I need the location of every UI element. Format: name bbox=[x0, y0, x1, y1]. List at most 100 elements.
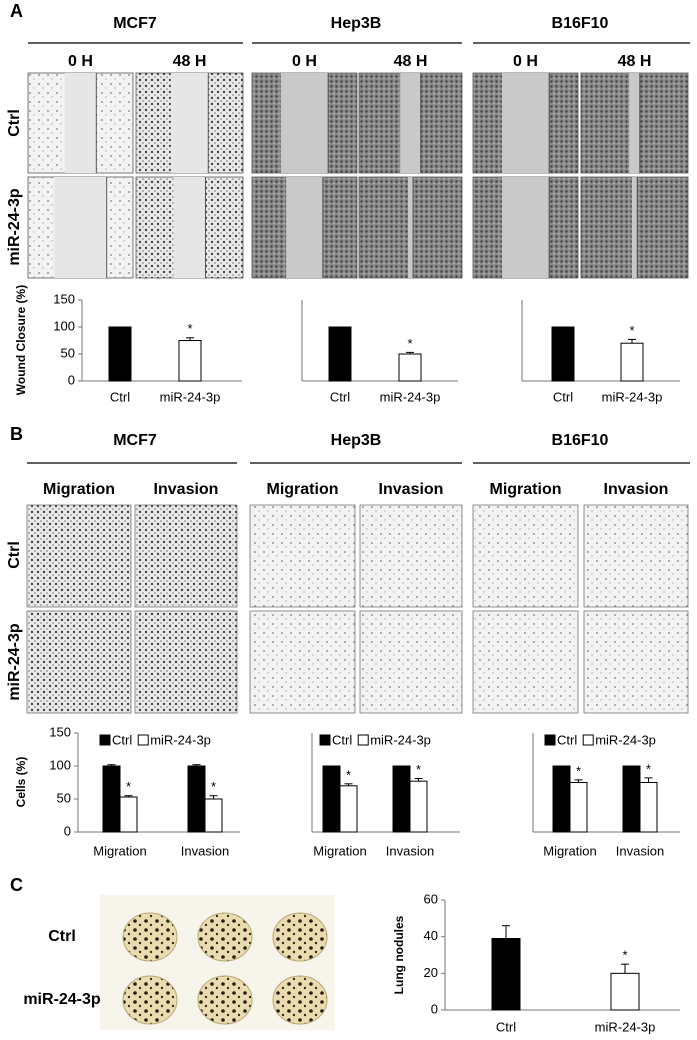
timepoint-label: 48 H bbox=[618, 53, 652, 70]
micrograph bbox=[249, 610, 356, 714]
bar bbox=[398, 353, 422, 382]
bar bbox=[551, 326, 575, 382]
bar bbox=[102, 765, 121, 833]
row-label: miR-24-3p bbox=[6, 623, 23, 701]
y-tick-label: 0 bbox=[64, 823, 71, 838]
x-tick-label: miR-24-3p bbox=[602, 389, 663, 404]
x-tick-label: Migration bbox=[313, 843, 366, 858]
y-axis-label: Lung nodules bbox=[392, 915, 406, 994]
bar bbox=[639, 782, 658, 833]
significance-marker: * bbox=[211, 779, 216, 794]
x-tick-label: Invasion bbox=[181, 843, 229, 858]
bar bbox=[204, 798, 223, 833]
significance-marker: * bbox=[629, 323, 634, 338]
row-label: Ctrl bbox=[6, 109, 23, 137]
x-tick-label: Migration bbox=[93, 843, 146, 858]
bar bbox=[610, 972, 640, 1011]
panel-label: B bbox=[10, 424, 23, 444]
y-tick-label: 100 bbox=[49, 757, 71, 772]
timepoint-label: 0 H bbox=[292, 53, 317, 70]
legend-label: miR-24-3p bbox=[370, 732, 431, 747]
bar bbox=[569, 782, 588, 833]
cell-line-header: MCF7 bbox=[113, 432, 157, 449]
significance-marker: * bbox=[187, 321, 192, 336]
micrograph bbox=[134, 610, 238, 714]
wound-gap bbox=[286, 177, 323, 278]
x-tick-label: Migration bbox=[543, 843, 596, 858]
significance-marker: * bbox=[407, 336, 412, 351]
legend-swatch bbox=[582, 734, 594, 746]
wound-gap bbox=[501, 177, 550, 278]
row-label: miR-24-3p bbox=[6, 188, 23, 266]
x-tick-label: miR-24-3p bbox=[380, 389, 441, 404]
row-label: Ctrl bbox=[48, 928, 76, 945]
column-label: Migration bbox=[267, 481, 339, 498]
column-label: Invasion bbox=[604, 481, 669, 498]
x-tick-label: Invasion bbox=[616, 843, 664, 858]
panel-label: C bbox=[10, 875, 23, 895]
wound-gap bbox=[400, 73, 421, 173]
y-tick-label: 20 bbox=[424, 965, 438, 980]
y-tick-label: 50 bbox=[61, 345, 75, 360]
legend-swatch bbox=[99, 734, 111, 746]
y-axis-label: Wound Closure (%) bbox=[14, 285, 28, 395]
y-tick-label: 150 bbox=[49, 724, 71, 739]
cell-line-header: B16F10 bbox=[552, 432, 609, 449]
bar bbox=[552, 765, 571, 833]
wound-gap bbox=[629, 73, 640, 173]
bar bbox=[328, 326, 352, 382]
bar bbox=[339, 785, 358, 833]
micrograph bbox=[26, 504, 132, 608]
x-tick-label: Ctrl bbox=[553, 389, 573, 404]
legend-swatch bbox=[137, 734, 149, 746]
micrograph bbox=[472, 610, 579, 714]
micrograph bbox=[583, 504, 689, 608]
lung bbox=[197, 975, 253, 1025]
legend-label: Ctrl bbox=[557, 732, 577, 747]
wound-gap bbox=[64, 73, 97, 173]
legend-swatch bbox=[544, 734, 556, 746]
legend-label: Ctrl bbox=[112, 732, 132, 747]
bar bbox=[392, 765, 411, 833]
legend-swatch bbox=[319, 734, 331, 746]
significance-marker: * bbox=[622, 948, 627, 963]
bar bbox=[409, 780, 428, 833]
row-label: Ctrl bbox=[6, 541, 23, 569]
x-tick-label: Ctrl bbox=[496, 1019, 516, 1034]
wound-gap bbox=[631, 177, 638, 278]
bar bbox=[322, 765, 341, 833]
lung bbox=[272, 975, 328, 1025]
y-axis-label: Cells (%) bbox=[14, 757, 28, 808]
micrograph bbox=[583, 610, 689, 714]
wound-gap bbox=[170, 73, 209, 173]
row-label: miR-24-3p bbox=[23, 991, 101, 1008]
cell-line-header: Hep3B bbox=[331, 432, 382, 449]
x-tick-label: Ctrl bbox=[110, 389, 130, 404]
wound-gap bbox=[407, 177, 414, 278]
column-label: Migration bbox=[43, 481, 115, 498]
wound-gap bbox=[280, 73, 329, 173]
bar bbox=[178, 340, 202, 382]
y-tick-label: 0 bbox=[68, 372, 75, 387]
x-tick-label: miR-24-3p bbox=[160, 389, 221, 404]
lung bbox=[122, 975, 178, 1025]
column-label: Invasion bbox=[154, 481, 219, 498]
x-tick-label: Invasion bbox=[386, 843, 434, 858]
wound-gap bbox=[501, 73, 550, 173]
timepoint-label: 48 H bbox=[394, 53, 428, 70]
legend-label: miR-24-3p bbox=[595, 732, 656, 747]
legend-label: Ctrl bbox=[332, 732, 352, 747]
lung bbox=[197, 912, 253, 962]
significance-marker: * bbox=[416, 762, 421, 777]
bar bbox=[491, 938, 521, 1011]
significance-marker: * bbox=[126, 779, 131, 794]
y-tick-label: 100 bbox=[53, 318, 75, 333]
micrograph bbox=[134, 504, 238, 608]
micrograph bbox=[249, 504, 356, 608]
lung bbox=[272, 912, 328, 962]
wound-gap bbox=[173, 177, 206, 278]
bar bbox=[620, 342, 644, 382]
y-tick-label: 60 bbox=[424, 891, 438, 906]
y-tick-label: 150 bbox=[53, 291, 75, 306]
